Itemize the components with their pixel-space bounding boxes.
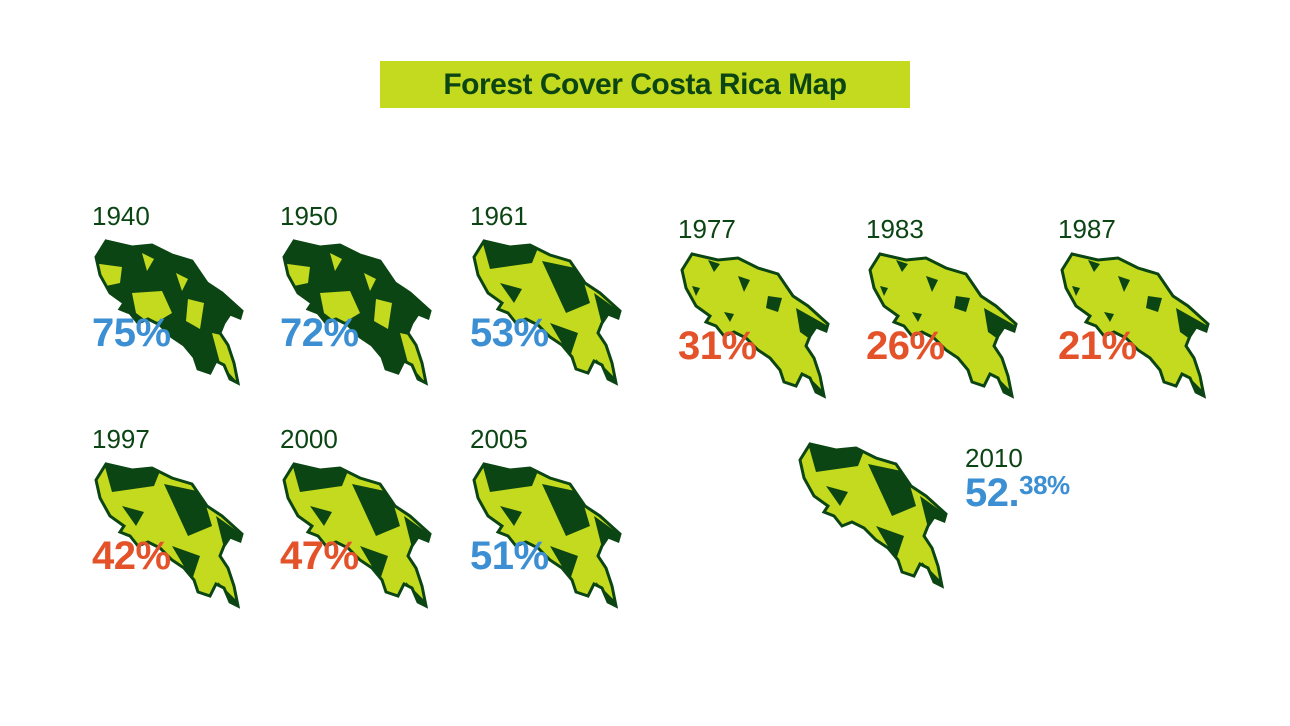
cover-label: 52.38%	[965, 470, 1070, 516]
year-label: 2010	[965, 443, 1023, 473]
map-panel: 1983 26%	[866, 214, 1036, 398]
map	[796, 436, 956, 596]
year-label: 1950	[280, 201, 338, 231]
map-panel: 1977 31%	[678, 214, 848, 398]
year-label: 1977	[678, 214, 736, 244]
forest-map	[800, 436, 948, 586]
cover-label: 31%	[678, 324, 757, 368]
map-panel: 1987 21%	[1058, 214, 1228, 398]
map-panel: 1950 72%	[280, 201, 450, 385]
cover-label: 21%	[1058, 324, 1137, 368]
forest-map	[96, 456, 244, 606]
cover-label: 26%	[866, 324, 945, 368]
cover-label: 47%	[280, 534, 359, 578]
cover-decimal: 38%	[1019, 470, 1070, 500]
cover-main: 52.	[965, 471, 1020, 515]
forest-map	[474, 456, 622, 606]
map-panel: 1997 42%	[92, 424, 262, 608]
forest-map	[474, 233, 622, 383]
map-panel: 1961 53%	[470, 201, 640, 385]
year-label: 2005	[470, 424, 528, 454]
forest-map	[284, 456, 432, 606]
year-label: 1961	[470, 201, 528, 231]
year-label: 1983	[866, 214, 924, 244]
title-banner: Forest Cover Costa Rica Map	[380, 61, 910, 108]
year-label: 1987	[1058, 214, 1116, 244]
cover-label: 75%	[92, 311, 171, 355]
cover-label: 51%	[470, 534, 549, 578]
year-label: 1997	[92, 424, 150, 454]
cover-label: 42%	[92, 534, 171, 578]
cover-label: 53%	[470, 311, 549, 355]
map-panel: 2005 51%	[470, 424, 640, 608]
year-label: 2000	[280, 424, 338, 454]
year-label: 1940	[92, 201, 150, 231]
map-panel: 1940 75%	[92, 201, 262, 385]
title: Forest Cover Costa Rica Map	[443, 67, 847, 101]
cover-label: 72%	[280, 311, 359, 355]
map-panel: 2000 47%	[280, 424, 450, 608]
